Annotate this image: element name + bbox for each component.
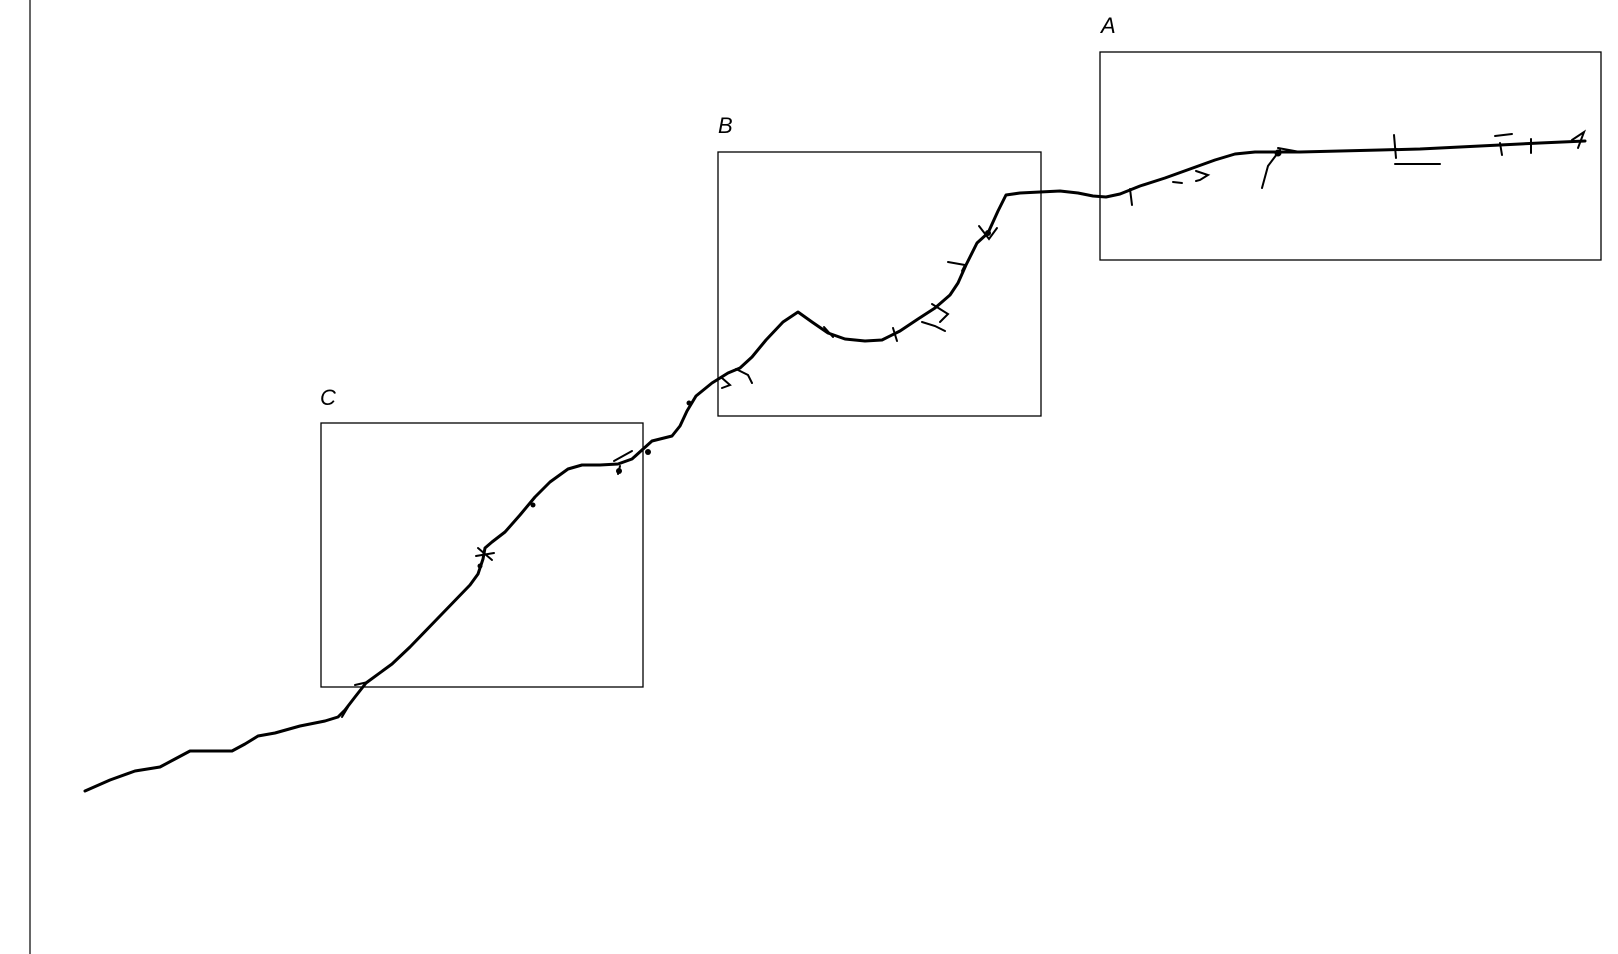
- region-label-c: C: [320, 385, 336, 410]
- route-line: [83, 139, 1587, 793]
- region-box-c: [320, 422, 644, 688]
- route-branches: [341, 129, 1587, 718]
- region-label-b: B: [718, 113, 733, 138]
- route-nodes: [477, 149, 1282, 569]
- region-box-b: [717, 151, 1042, 417]
- region-box-a: [1099, 51, 1602, 261]
- region-label-a: A: [1099, 13, 1116, 38]
